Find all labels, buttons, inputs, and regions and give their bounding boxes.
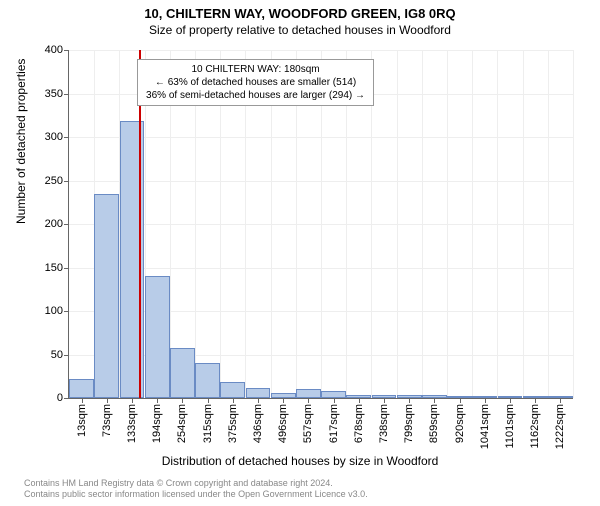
gridline-v — [472, 50, 473, 398]
xtick-label: 557sqm — [302, 404, 314, 443]
xtick-mark — [283, 398, 284, 403]
xtick-label: 920sqm — [454, 404, 466, 443]
histogram-bar — [296, 389, 321, 398]
x-axis-label: Distribution of detached houses by size … — [0, 454, 600, 468]
footer-attribution: Contains HM Land Registry data © Crown c… — [24, 478, 368, 501]
gridline-v — [497, 50, 498, 398]
xtick-label: 315sqm — [202, 404, 214, 443]
xtick-label: 375sqm — [227, 404, 239, 443]
xtick-mark — [308, 398, 309, 403]
xtick-label: 1162sqm — [529, 404, 541, 448]
xtick-label: 436sqm — [252, 404, 264, 443]
ytick-label: 400 — [45, 44, 69, 56]
xtick-mark — [258, 398, 259, 403]
xtick-label: 13sqm — [76, 404, 88, 437]
xtick-mark — [208, 398, 209, 403]
gridline-v — [573, 50, 574, 398]
histogram-bar — [220, 382, 245, 398]
xtick-label: 133sqm — [126, 404, 138, 443]
xtick-mark — [535, 398, 536, 403]
annotation-line: ← 63% of detached houses are smaller (51… — [146, 76, 365, 89]
xtick-label: 617sqm — [328, 404, 340, 443]
chart-title: 10, CHILTERN WAY, WOODFORD GREEN, IG8 0R… — [0, 6, 600, 21]
xtick-label: 73sqm — [101, 404, 113, 437]
histogram-bar — [69, 379, 94, 398]
xtick-mark — [157, 398, 158, 403]
histogram-bar — [195, 363, 220, 398]
xtick-mark — [82, 398, 83, 403]
plot-area: 05010015020025030035040013sqm73sqm133sqm… — [68, 50, 573, 399]
gridline-v — [397, 50, 398, 398]
chart-container: 10, CHILTERN WAY, WOODFORD GREEN, IG8 0R… — [0, 6, 600, 506]
ytick-label: 300 — [45, 131, 69, 143]
footer-line-2: Contains public sector information licen… — [24, 489, 368, 500]
xtick-label: 859sqm — [428, 404, 440, 443]
xtick-mark — [485, 398, 486, 403]
xtick-label: 1222sqm — [554, 404, 566, 449]
xtick-mark — [334, 398, 335, 403]
annotation-box: 10 CHILTERN WAY: 180sqm← 63% of detached… — [137, 59, 374, 106]
ytick-label: 100 — [45, 305, 69, 317]
xtick-label: 194sqm — [151, 404, 163, 443]
ytick-label: 350 — [45, 88, 69, 100]
ytick-label: 50 — [51, 349, 69, 361]
xtick-mark — [233, 398, 234, 403]
xtick-label: 1101sqm — [504, 404, 516, 448]
annotation-line: 36% of semi-detached houses are larger (… — [146, 89, 365, 102]
xtick-label: 738sqm — [378, 404, 390, 443]
gridline-v — [422, 50, 423, 398]
xtick-mark — [182, 398, 183, 403]
histogram-bar — [321, 391, 346, 398]
ytick-label: 250 — [45, 175, 69, 187]
xtick-mark — [434, 398, 435, 403]
histogram-bar — [246, 388, 271, 398]
footer-line-1: Contains HM Land Registry data © Crown c… — [24, 478, 368, 489]
ytick-label: 150 — [45, 262, 69, 274]
histogram-bar — [145, 276, 170, 398]
xtick-mark — [460, 398, 461, 403]
xtick-label: 678sqm — [353, 404, 365, 443]
xtick-mark — [560, 398, 561, 403]
xtick-mark — [409, 398, 410, 403]
xtick-label: 1041sqm — [479, 404, 491, 449]
xtick-label: 496sqm — [277, 404, 289, 443]
histogram-bar — [170, 348, 195, 398]
ytick-label: 0 — [57, 392, 69, 404]
xtick-mark — [107, 398, 108, 403]
gridline-v — [447, 50, 448, 398]
y-axis-label: Number of detached properties — [14, 59, 28, 224]
gridline-v — [523, 50, 524, 398]
xtick-mark — [384, 398, 385, 403]
xtick-mark — [359, 398, 360, 403]
xtick-mark — [132, 398, 133, 403]
annotation-line: 10 CHILTERN WAY: 180sqm — [146, 63, 365, 76]
xtick-label: 254sqm — [176, 404, 188, 443]
gridline-v — [548, 50, 549, 398]
ytick-label: 200 — [45, 218, 69, 230]
xtick-mark — [510, 398, 511, 403]
xtick-label: 799sqm — [403, 404, 415, 443]
histogram-bar — [94, 194, 119, 398]
chart-subtitle: Size of property relative to detached ho… — [0, 23, 600, 37]
